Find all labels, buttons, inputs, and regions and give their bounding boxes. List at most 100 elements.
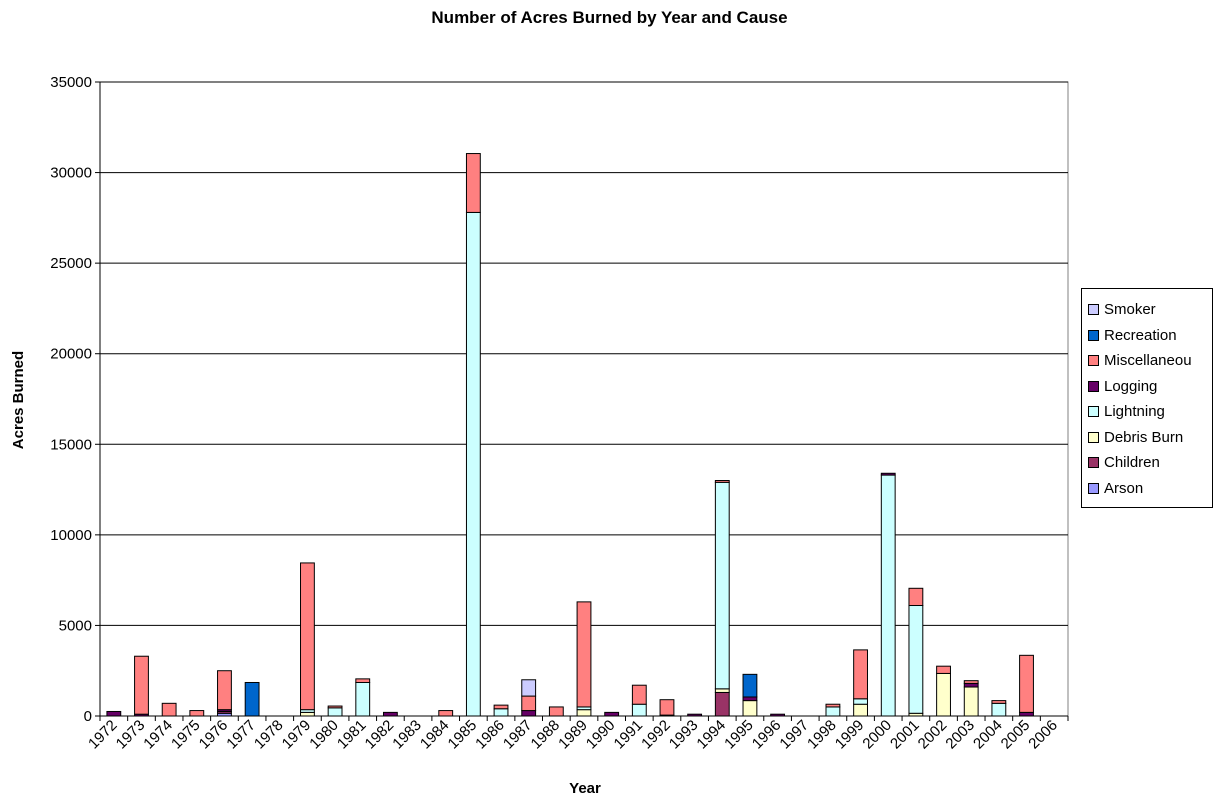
x-tick-label: 1978 <box>251 717 287 753</box>
bar-miscellaneou-1988 <box>548 706 564 717</box>
legend-label: Children <box>1104 454 1160 472</box>
legend: Smoker Recreation Miscellaneou Logging Light… <box>1081 288 1213 508</box>
x-tick-label: 1975 <box>168 717 204 753</box>
bar-debris-burn-1994 <box>714 688 730 693</box>
bar-recreation-1977 <box>244 681 260 717</box>
bar-lightning-1980 <box>327 707 343 717</box>
bar-miscellaneou-1998 <box>825 703 841 708</box>
x-tick-label: 2006 <box>1025 717 1061 753</box>
legend-label: Recreation <box>1104 326 1177 344</box>
x-axis-title: Year <box>569 780 601 797</box>
x-tick-label: 1979 <box>279 717 315 753</box>
bar-lightning-1999 <box>853 698 868 705</box>
bar-miscellaneou-1989 <box>576 601 592 708</box>
y-tick-label: 35000 <box>50 74 92 91</box>
bar-miscellaneou-1979 <box>300 562 315 711</box>
bar-children-1994 <box>714 691 730 717</box>
legend-item-logging: Logging <box>1088 374 1206 400</box>
x-tick-label: 1983 <box>389 717 425 753</box>
gridlines <box>99 81 1069 717</box>
bar-miscellaneou-1984 <box>438 710 454 717</box>
legend-swatch <box>1088 355 1099 367</box>
x-tick-label: 1995 <box>721 717 757 753</box>
legend-item-smoker: Smoker <box>1088 297 1206 323</box>
x-tick-label: 1982 <box>362 717 398 753</box>
bar-debris-burn-1999 <box>853 703 868 717</box>
bar-logging-2000 <box>880 472 896 476</box>
bar-lightning-2004 <box>991 702 1007 717</box>
bar-miscellaneou-2005 <box>1019 654 1034 713</box>
x-tick-label: 1980 <box>306 717 342 753</box>
y-tick-label: 5000 <box>59 617 92 634</box>
legend-item-arson: Arson <box>1088 476 1206 502</box>
bar-miscellaneou-1975 <box>189 710 205 717</box>
y-tick-label: 0 <box>84 708 92 725</box>
bar-miscellaneou-2002 <box>936 665 951 674</box>
y-axis-title: Acres Burned <box>10 351 27 449</box>
x-tick-label: 1990 <box>583 717 619 753</box>
legend-label: Debris Burn <box>1104 428 1184 446</box>
bar-miscellaneou-2001 <box>908 587 924 607</box>
x-tick-label: 2004 <box>970 717 1006 753</box>
bar-miscellaneou-1981 <box>355 678 371 683</box>
bar-logging-1982 <box>382 711 398 717</box>
bar-lightning-1994 <box>714 481 730 690</box>
legend-swatch <box>1088 406 1099 418</box>
x-tick-label: 2002 <box>915 717 951 753</box>
legend-label: Logging <box>1104 377 1158 395</box>
bar-miscellaneou-1992 <box>659 699 675 716</box>
y-tick-label: 30000 <box>50 165 92 182</box>
bar-lightning-1998 <box>825 706 841 717</box>
y-tick-label: 25000 <box>50 255 92 272</box>
x-tick-label: 1985 <box>445 717 481 753</box>
bar-debris-burn-1995 <box>742 700 758 717</box>
legend-swatch <box>1088 329 1099 341</box>
x-tick-label: 1977 <box>223 717 259 753</box>
chart-title: Number of Acres Burned by Year and Cause <box>431 8 788 27</box>
legend-swatch <box>1088 457 1099 469</box>
x-tick-label: 1987 <box>500 717 536 753</box>
legend-item-debris-burn: Debris Burn <box>1088 425 1206 451</box>
bar-lightning-1981 <box>355 681 371 717</box>
legend-item-recreation: Recreation <box>1088 323 1206 349</box>
legend-item-lightning: Lightning <box>1088 399 1206 425</box>
bars <box>106 153 1034 717</box>
x-tick-label: 1999 <box>832 717 868 753</box>
x-tick-label: 1996 <box>749 717 785 753</box>
x-tick-label: 1974 <box>140 717 176 753</box>
legend-swatch <box>1088 304 1099 316</box>
bar-logging-1990 <box>604 711 620 717</box>
bar-smoker-1987 <box>521 679 537 697</box>
x-tick-label: 1973 <box>113 717 149 753</box>
bar-lightning-1991 <box>631 703 647 717</box>
legend-item-children: Children <box>1088 450 1206 476</box>
bar-recreation-1995 <box>742 673 758 698</box>
bar-lightning-1986 <box>493 708 509 717</box>
x-tick-label: 1998 <box>804 717 840 753</box>
x-tick-label: 1992 <box>638 717 674 753</box>
bar-logging-2005 <box>1019 711 1034 717</box>
bar-lightning-2001 <box>908 605 924 714</box>
x-tick-label: 2000 <box>859 717 895 753</box>
bar-miscellaneou-1986 <box>493 704 509 710</box>
y-tick-label: 10000 <box>50 527 92 544</box>
x-tick-label: 2001 <box>887 717 923 753</box>
x-tick-label: 1986 <box>472 717 508 753</box>
legend-swatch <box>1088 380 1099 392</box>
legend-item-miscellaneou: Miscellaneou <box>1088 348 1206 374</box>
bar-logging-1987 <box>521 710 537 717</box>
bar-miscellaneou-1985 <box>465 153 481 213</box>
x-tick-label: 1993 <box>666 717 702 753</box>
bar-miscellaneou-1974 <box>161 702 177 717</box>
x-tick-label: 1988 <box>528 717 564 753</box>
legend-swatch <box>1088 482 1099 494</box>
bar-miscellaneou-1976 <box>217 670 232 711</box>
x-tick-label: 2003 <box>942 717 978 753</box>
bar-miscellaneou-1973 <box>134 655 149 715</box>
bar-lightning-1985 <box>465 211 481 717</box>
y-tick-label: 15000 <box>50 436 92 453</box>
x-tick-label: 1991 <box>611 717 647 753</box>
bar-miscellaneou-1994 <box>714 480 730 483</box>
bar-debris-burn-1979 <box>300 711 315 717</box>
